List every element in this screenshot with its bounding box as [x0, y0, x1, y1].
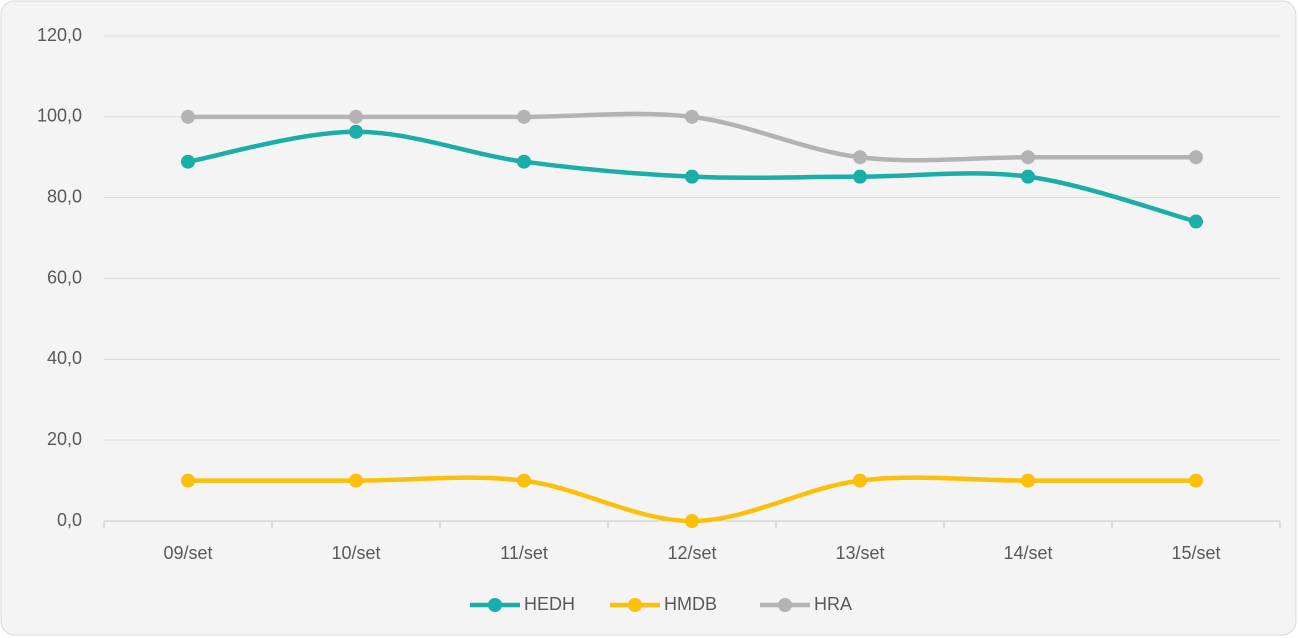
data-point	[1189, 150, 1203, 165]
legend-marker	[628, 598, 642, 612]
data-point	[853, 150, 867, 165]
y-tick-label: 40,0	[47, 348, 82, 368]
data-point	[349, 124, 363, 139]
data-point	[1021, 473, 1035, 488]
y-tick-label: 100,0	[37, 106, 82, 126]
data-point	[853, 473, 867, 488]
y-tick-label: 20,0	[47, 429, 82, 449]
legend-marker	[488, 598, 502, 612]
data-point	[1189, 473, 1203, 488]
x-tick-label: 14/set	[1003, 543, 1052, 563]
x-tick-label: 11/set	[500, 543, 548, 563]
y-tick-label: 0,0	[57, 510, 82, 530]
data-point	[181, 473, 195, 488]
data-point	[853, 169, 867, 184]
y-tick-label: 60,0	[47, 267, 82, 287]
legend-marker	[778, 598, 792, 612]
data-point	[685, 169, 699, 184]
x-tick-label: 15/set	[1171, 543, 1220, 563]
legend-label: HRA	[814, 594, 852, 614]
data-point	[517, 154, 531, 169]
data-point	[685, 514, 699, 528]
data-point	[517, 473, 531, 488]
x-tick-label: 09/set	[163, 543, 212, 563]
data-point	[1021, 150, 1035, 165]
y-tick-label: 80,0	[47, 186, 82, 206]
y-tick-label: 120,0	[37, 25, 82, 45]
x-tick-label: 10/set	[331, 543, 380, 563]
x-tick-label: 12/set	[667, 543, 716, 563]
x-tick-label: 13/set	[835, 543, 884, 563]
legend-label: HEDH	[524, 594, 575, 614]
data-point	[517, 109, 531, 124]
data-point	[181, 154, 195, 169]
data-point	[349, 473, 363, 488]
legend-label: HMDB	[664, 594, 717, 614]
data-point	[685, 109, 699, 124]
data-point	[349, 109, 363, 124]
data-point	[181, 109, 195, 124]
data-point	[1021, 169, 1035, 184]
data-point	[1189, 214, 1203, 229]
